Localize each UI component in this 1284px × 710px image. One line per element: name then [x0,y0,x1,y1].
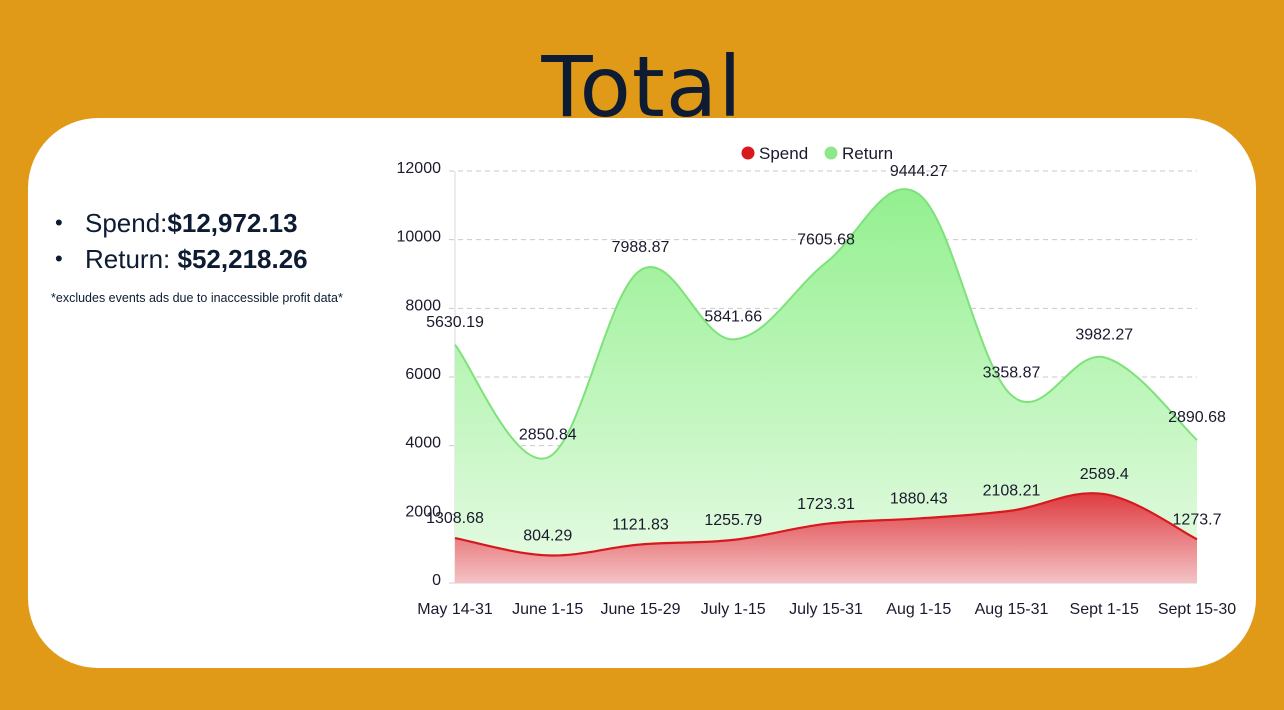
y-tick-label: 10000 [397,229,442,246]
spend-label: Spend: [85,208,168,238]
y-tick-label: 2000 [405,503,441,520]
legend-return-marker [824,146,838,160]
spend-data-label: 1121.83 [612,516,669,533]
y-tick-label: 6000 [405,366,441,383]
return-data-label: 7988.87 [612,239,670,256]
return-line [454,188,1198,460]
summary-spend: Spend:$12,972.13 [55,205,308,241]
legend-spend-label: Spend [759,144,808,163]
x-tick-label: July 15-31 [789,601,863,618]
spend-area [455,493,1197,583]
return-data-label: 2890.68 [1168,409,1226,426]
x-tick-label: May 14-31 [417,601,493,618]
x-tick-label: Sept 15-30 [1158,601,1236,618]
footnote: *excludes events ads due to inaccessible… [51,291,343,305]
y-tick-label: 8000 [405,297,441,314]
return-label: Return: [85,244,178,274]
spend-data-label: 1880.43 [890,490,948,507]
return-data-label: 3982.27 [1075,326,1133,343]
spend-data-label: 1723.31 [797,496,855,513]
summary-list: Spend:$12,972.13 Return: $52,218.26 [55,205,308,277]
return-value: $52,218.26 [177,244,308,274]
x-tick-label: July 1-15 [701,601,766,618]
summary-return: Return: $52,218.26 [55,241,308,277]
spend-data-label: 1308.68 [426,510,484,527]
return-data-label: 2850.84 [519,427,577,444]
x-tick-label: Aug 1-15 [886,601,951,618]
spend-data-label: 2589.4 [1080,466,1129,483]
legend-return-label: Return [842,144,893,163]
legend-spend-marker [741,146,755,160]
x-tick-label: Sept 1-15 [1070,601,1139,618]
spend-value: $12,972.13 [167,208,298,238]
return-data-label: 7605.68 [797,232,855,249]
return-data-label: 9444.27 [890,163,948,180]
y-tick-label: 12000 [397,160,442,177]
spend-line [454,492,1198,557]
x-tick-label: Aug 15-31 [975,601,1049,618]
y-tick-label: 0 [432,572,441,589]
return-area [455,189,1197,583]
return-data-label: 3358.87 [983,364,1041,381]
return-data-label: 5630.19 [426,314,484,331]
spend-data-label: 804.29 [523,527,572,544]
y-tick-label: 4000 [405,435,441,452]
spend-data-label: 1255.79 [704,512,762,529]
x-tick-label: June 15-29 [600,601,680,618]
return-data-label: 5841.66 [704,308,762,325]
spend-data-label: 2108.21 [983,483,1041,500]
x-tick-label: June 1-15 [512,601,583,618]
spend-data-label: 1273.7 [1173,511,1222,528]
